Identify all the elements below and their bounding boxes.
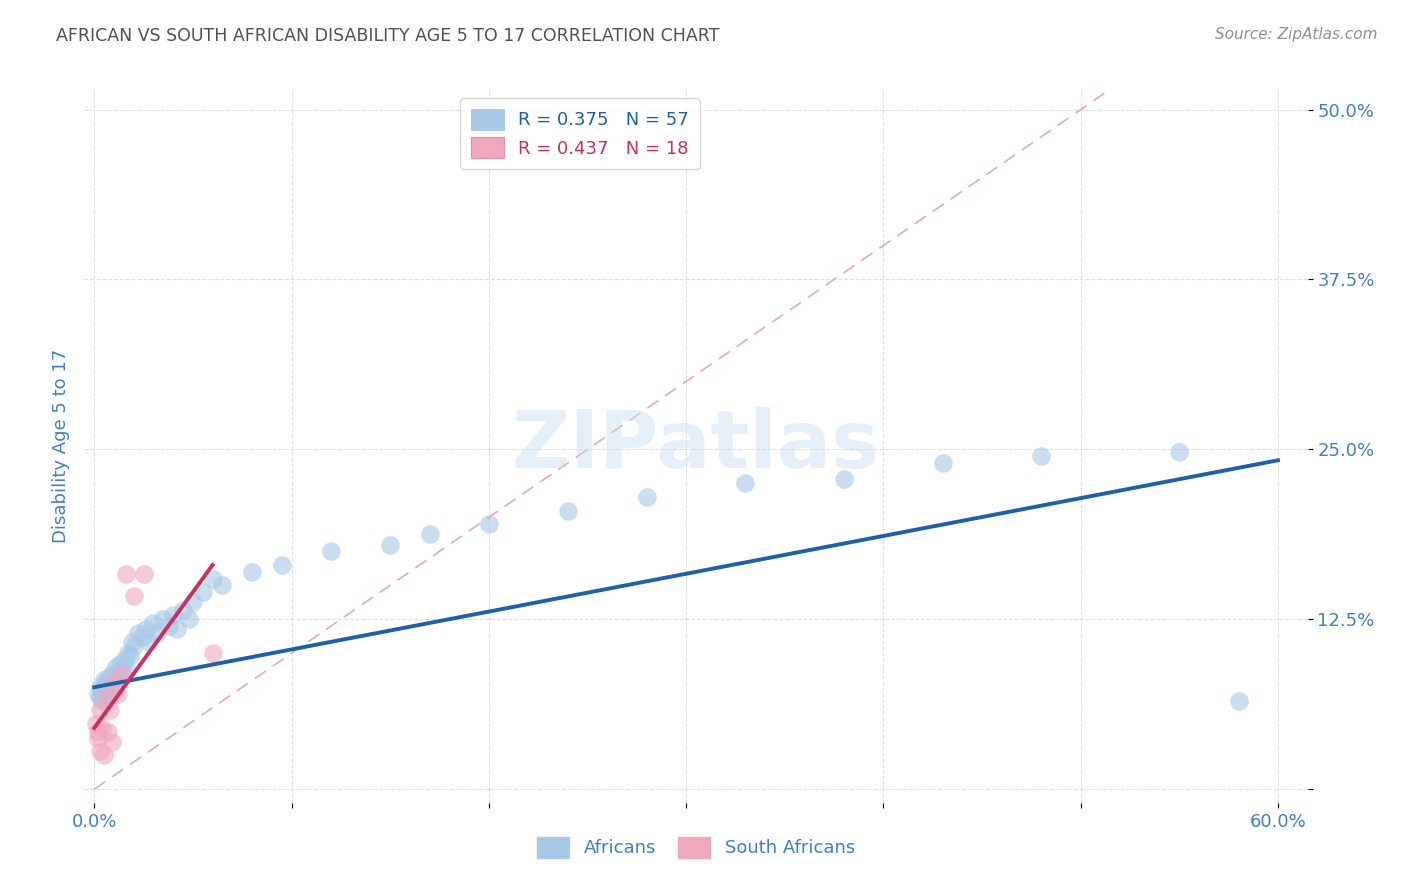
- Point: [93, 673, 115, 688]
- Point: [87, 725, 110, 739]
- Point: [319, 544, 342, 558]
- Point: [162, 608, 184, 623]
- Point: [419, 526, 441, 541]
- Point: [87, 687, 110, 701]
- Point: [172, 603, 194, 617]
- Point: [97, 725, 120, 739]
- Point: [103, 676, 125, 690]
- Point: [734, 476, 756, 491]
- Point: [103, 676, 125, 690]
- Y-axis label: Disability Age 5 to 17: Disability Age 5 to 17: [52, 349, 70, 543]
- Point: [166, 622, 188, 636]
- Point: [931, 456, 953, 470]
- Point: [89, 680, 111, 694]
- Point: [93, 748, 115, 763]
- Point: [104, 660, 127, 674]
- Point: [201, 646, 224, 660]
- Point: [636, 490, 658, 504]
- Point: [131, 630, 153, 644]
- Point: [380, 537, 402, 551]
- Point: [97, 687, 120, 701]
- Point: [177, 612, 200, 626]
- Point: [191, 585, 214, 599]
- Point: [107, 666, 129, 681]
- Point: [270, 558, 292, 572]
- Point: [114, 660, 136, 674]
- Point: [84, 717, 107, 731]
- Point: [98, 680, 121, 694]
- Point: [94, 694, 117, 708]
- Point: [114, 567, 136, 582]
- Point: [103, 684, 125, 698]
- Point: [89, 703, 111, 717]
- Point: [478, 517, 501, 532]
- Point: [87, 731, 110, 745]
- Legend: Africans, South Africans: Africans, South Africans: [530, 830, 862, 865]
- Point: [91, 684, 114, 698]
- Point: [142, 616, 165, 631]
- Point: [138, 635, 160, 649]
- Text: ZIPatlas: ZIPatlas: [512, 407, 880, 485]
- Point: [132, 567, 155, 582]
- Point: [89, 690, 111, 704]
- Point: [94, 676, 117, 690]
- Point: [98, 690, 121, 704]
- Text: AFRICAN VS SOUTH AFRICAN DISABILITY AGE 5 TO 17 CORRELATION CHART: AFRICAN VS SOUTH AFRICAN DISABILITY AGE …: [56, 27, 720, 45]
- Point: [111, 663, 134, 677]
- Point: [152, 612, 174, 626]
- Point: [240, 565, 263, 579]
- Point: [157, 619, 180, 633]
- Point: [98, 703, 121, 717]
- Point: [117, 646, 139, 660]
- Point: [91, 694, 114, 708]
- Text: Source: ZipAtlas.com: Source: ZipAtlas.com: [1215, 27, 1378, 42]
- Point: [108, 673, 131, 688]
- Point: [101, 734, 124, 748]
- Point: [832, 472, 855, 486]
- Point: [111, 666, 134, 681]
- Point: [201, 572, 224, 586]
- Point: [122, 589, 145, 603]
- Point: [557, 503, 579, 517]
- Point: [1168, 445, 1191, 459]
- Point: [112, 653, 135, 667]
- Point: [97, 671, 120, 685]
- Point: [1227, 694, 1250, 708]
- Point: [118, 648, 141, 663]
- Point: [127, 626, 149, 640]
- Point: [89, 744, 111, 758]
- Point: [101, 666, 124, 681]
- Point: [108, 657, 131, 672]
- Point: [181, 594, 204, 608]
- Point: [93, 684, 115, 698]
- Point: [121, 635, 143, 649]
- Point: [91, 721, 114, 735]
- Point: [94, 690, 117, 704]
- Point: [146, 626, 169, 640]
- Point: [211, 578, 233, 592]
- Point: [1031, 449, 1053, 463]
- Point: [135, 622, 157, 636]
- Point: [122, 640, 145, 654]
- Point: [107, 687, 129, 701]
